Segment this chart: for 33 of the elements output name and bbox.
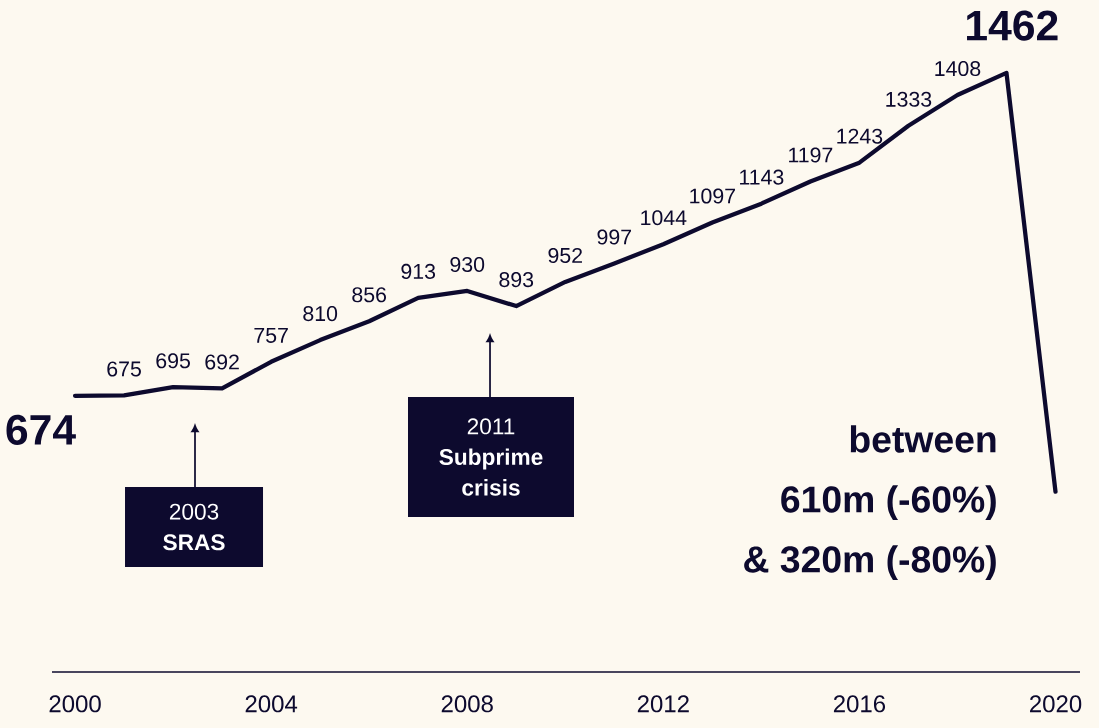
data-label: 810 (303, 306, 338, 322)
data-label: 1462 (967, 10, 1058, 41)
data-label: 952 (548, 247, 582, 263)
data-label: 913 (401, 263, 436, 279)
x-tick-label: 2012 (637, 695, 689, 713)
x-tick-label: 2016 (833, 695, 886, 713)
data-label: 856 (352, 287, 387, 303)
data-label: 1143 (740, 169, 784, 185)
x-tick-label: 2004 (245, 695, 298, 713)
annotation: between (850, 425, 996, 453)
data-label: 930 (450, 256, 485, 272)
data-label: 757 (254, 327, 288, 343)
annotation: 610m (-60%) (781, 485, 996, 521)
data-label: 674 (6, 414, 76, 445)
data-label: 692 (205, 354, 239, 370)
data-label: 1097 (690, 188, 735, 204)
data-label: 1408 (935, 61, 981, 77)
annotation: 2003 (169, 503, 219, 520)
x-tick-label: 2000 (49, 695, 101, 713)
annotation: SRAS (163, 534, 225, 551)
data-label: 893 (499, 272, 534, 288)
data-label: 1243 (837, 128, 883, 144)
data-label: 1044 (641, 210, 687, 226)
data-label: 997 (597, 229, 632, 245)
annotation: & 320m (-80%) (744, 545, 996, 581)
annotation: 2011 (467, 418, 515, 435)
x-tick-label: 2008 (441, 695, 493, 713)
data-label: 1197 (789, 147, 833, 163)
data-label: 675 (107, 361, 141, 377)
annotation: Subprime crisis (439, 448, 543, 496)
data-label: 1333 (886, 91, 932, 107)
x-tick-label: 2020 (1030, 695, 1082, 713)
data-label: 695 (156, 353, 190, 369)
